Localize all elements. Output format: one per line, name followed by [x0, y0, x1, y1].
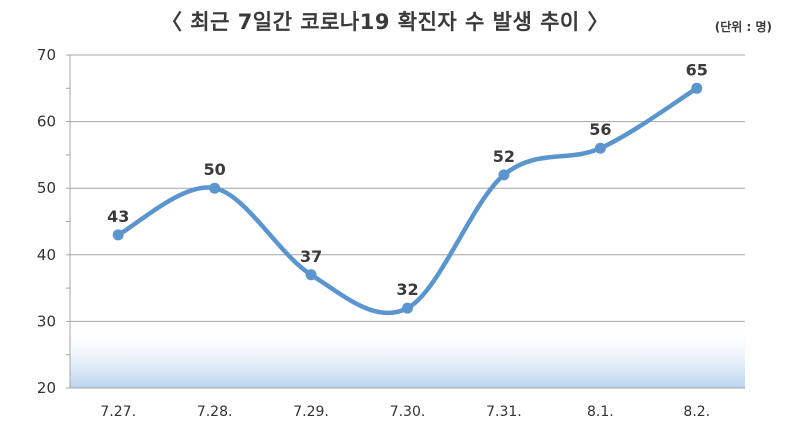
data-label: 56: [589, 120, 611, 139]
x-tick-label: 8.1.: [587, 404, 614, 420]
gridlines: [70, 54, 745, 322]
data-point: [498, 169, 510, 181]
y-tick-label: 60: [37, 113, 56, 131]
data-label: 52: [493, 147, 515, 166]
data-label: 32: [396, 280, 418, 299]
x-tick-label: 7.28.: [197, 404, 233, 420]
data-point: [209, 182, 221, 194]
x-axis-ticks: 7.27. 7.28. 7.29. 7.30. 7.31. 8.1. 8.2.: [100, 404, 710, 420]
data-point: [594, 142, 606, 154]
unit-label: (단위 : 명): [714, 20, 772, 34]
data-label: 43: [107, 207, 129, 226]
data-point: [691, 82, 703, 94]
data-label: 65: [686, 60, 708, 79]
x-tick-label: 7.30.: [390, 404, 426, 420]
data-labels: 43 50 37 32 52 56 65: [107, 60, 708, 299]
y-tick-label: 50: [37, 179, 56, 197]
x-tick-label: 8.2.: [683, 404, 710, 420]
data-label: 50: [204, 160, 226, 179]
y-tick-label: 70: [37, 46, 56, 64]
axes: [66, 54, 745, 389]
data-point: [402, 302, 413, 314]
data-point: [305, 269, 317, 281]
y-tick-label: 20: [37, 379, 56, 397]
chart-title: 〈 최근 7일간 코로나19 확진자 수 발생 추이 〉: [160, 10, 610, 34]
x-tick-label: 7.29.: [293, 404, 329, 420]
x-tick-label: 7.27.: [100, 404, 136, 420]
series-group: [112, 82, 703, 316]
x-tick-label: 7.31.: [486, 404, 522, 420]
y-tick-label: 40: [37, 246, 56, 264]
y-axis-ticks: 20 30 40 50 60 70: [37, 46, 56, 397]
data-label: 37: [300, 247, 322, 266]
y-tick-label: 30: [37, 312, 56, 330]
bottom-gradient-band: [70, 322, 745, 388]
data-point: [112, 229, 124, 241]
